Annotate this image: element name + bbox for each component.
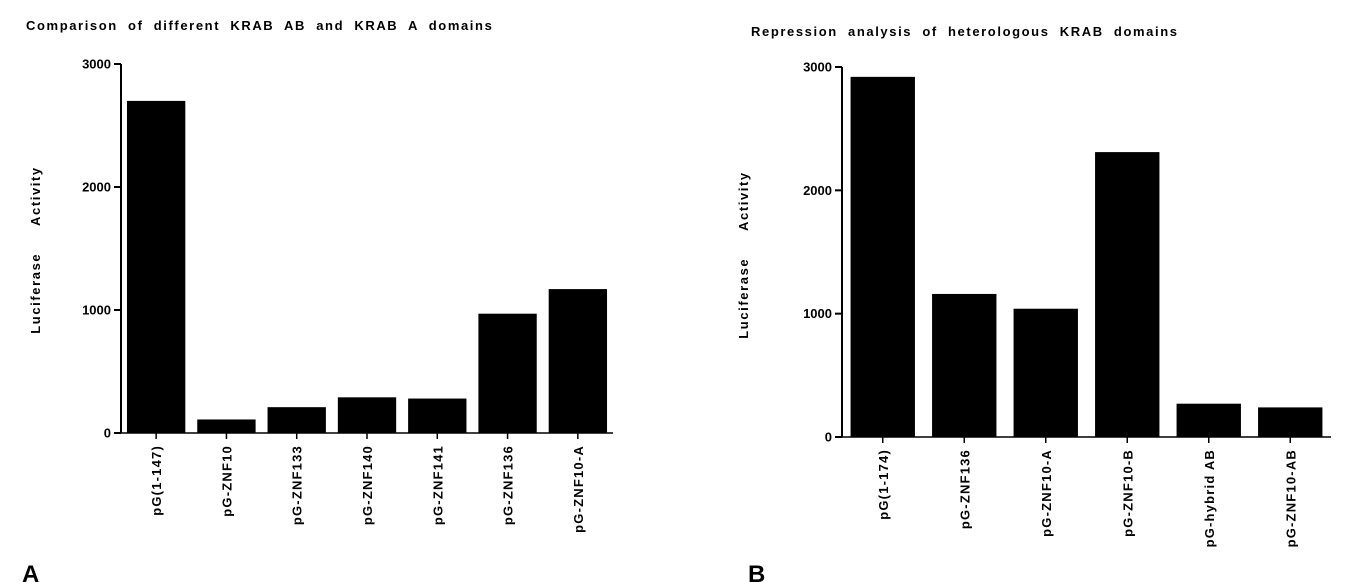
chart-a-y-tick-label: 3000 <box>82 57 111 72</box>
chart-b-y-tick-label: 1000 <box>803 306 832 321</box>
chart-b-panel-label: B <box>748 561 765 582</box>
chart-b-bar <box>1013 308 1078 437</box>
chart-a-category-label: pG(1-147) <box>149 445 164 516</box>
chart-b-bar <box>1258 407 1323 437</box>
chart-a-category-label: pG-ZNF133 <box>290 445 305 525</box>
chart-b-category-label: pG-hybrid AB <box>1202 449 1217 547</box>
chart-a-y-tick-label: 1000 <box>82 303 111 318</box>
chart-b-bar <box>932 293 997 437</box>
chart-b-y-tick-label: 2000 <box>803 183 832 198</box>
chart-a-bar <box>548 289 608 433</box>
chart-a-category-label: pG-ZNF10 <box>219 445 234 517</box>
chart-a-title: Comparison of different KRAB AB and KRAB… <box>26 18 493 33</box>
chart-b-bar <box>1176 403 1241 437</box>
chart-b-title: Repression analysis of heterologous KRAB… <box>751 24 1179 39</box>
chart-b-category-label: pG-ZNF10-B <box>1120 449 1135 537</box>
chart-b-y-tick-label: 0 <box>825 430 832 445</box>
chart-b-category-label: pG-ZNF10-AB <box>1283 449 1298 547</box>
chart-a-bar <box>267 407 326 433</box>
chart-b-category-label: pG-ZNF10-A <box>1039 449 1054 537</box>
chart-a-plot: 0 1000 2000 3000 pG(1-147) pG-ZNF10 pG-ZNF133 p… <box>82 57 613 533</box>
chart-b-category-label: pG-ZNF136 <box>957 449 972 529</box>
chart-a-bar <box>126 100 186 434</box>
chart-a-ylabel: Luciferase Activity <box>28 166 43 334</box>
chart-b-ylabel: Luciferase Activity <box>736 171 751 339</box>
chart-a-category-label: pG-ZNF140 <box>360 445 375 525</box>
chart-b-y-tick-label: 3000 <box>803 60 832 75</box>
chart-a-y-tick-label: 0 <box>104 426 111 441</box>
chart-a-bar <box>337 397 397 433</box>
chart-a-bar <box>197 419 256 433</box>
chart-b-plot: 0 1000 2000 3000 pG(1-174) pG-ZNF136 pG-ZNF10-… <box>803 60 1331 547</box>
chart-a-bar <box>478 313 537 433</box>
chart-a-panel-label: A <box>22 561 39 582</box>
chart-b-category-label: pG(1-174) <box>876 449 891 520</box>
chart-b-bar <box>850 76 915 437</box>
chart-a-bar <box>408 398 467 433</box>
chart-a-category-label: pG-ZNF10-A <box>571 445 586 533</box>
chart-a-y-tick-label: 2000 <box>82 180 111 195</box>
chart-a-category-label: pG-ZNF136 <box>501 445 516 525</box>
chart-a-category-label: pG-ZNF141 <box>430 445 445 525</box>
chart-b-bar <box>1095 152 1160 437</box>
